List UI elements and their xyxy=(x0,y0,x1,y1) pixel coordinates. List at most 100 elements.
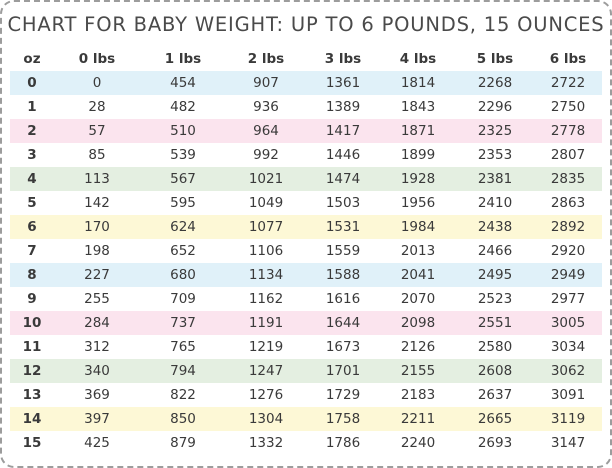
grams-cell: 1984 xyxy=(400,219,436,235)
grams-cell: 2013 xyxy=(400,243,436,259)
grams-cell: 992 xyxy=(253,147,279,163)
ounce-cell: 7 xyxy=(27,243,37,259)
ounce-cell: 13 xyxy=(22,387,42,403)
header-0-lbs: 0 lbs xyxy=(78,51,116,67)
grams-cell: 2580 xyxy=(477,339,513,355)
grams-cell: 1276 xyxy=(248,387,284,403)
grams-cell: 936 xyxy=(253,99,279,115)
grams-cell: 2722 xyxy=(550,75,586,91)
grams-cell: 539 xyxy=(170,147,196,163)
header-4-lbs: 4 lbs xyxy=(399,51,437,67)
grams-cell: 2637 xyxy=(477,387,513,403)
grams-cell: 2353 xyxy=(477,147,513,163)
ounce-cell: 2 xyxy=(27,123,37,139)
table-row: 5 142 595 1049 1503 1956 2410 2863 xyxy=(10,191,602,215)
grams-cell: 312 xyxy=(84,339,110,355)
weight-conversion-table: oz 0 lbs 1 lbs 2 lbs 3 lbs 4 lbs 5 lbs 6… xyxy=(10,47,602,455)
grams-cell: 3034 xyxy=(550,339,586,355)
grams-cell: 1758 xyxy=(325,411,361,427)
grams-cell: 2325 xyxy=(477,123,513,139)
grams-cell: 2608 xyxy=(477,363,513,379)
grams-cell: 1304 xyxy=(248,411,284,427)
grams-cell: 2807 xyxy=(550,147,586,163)
grams-cell: 1247 xyxy=(248,363,284,379)
grams-cell: 2296 xyxy=(477,99,513,115)
grams-cell: 1162 xyxy=(248,291,284,307)
header-6-lbs: 6 lbs xyxy=(549,51,587,67)
grams-cell: 1729 xyxy=(325,387,361,403)
grams-cell: 2495 xyxy=(477,267,513,283)
grams-cell: 2410 xyxy=(477,195,513,211)
grams-cell: 595 xyxy=(170,195,196,211)
grams-cell: 709 xyxy=(170,291,196,307)
grams-cell: 142 xyxy=(84,195,110,211)
grams-cell: 2835 xyxy=(550,171,586,187)
grams-cell: 28 xyxy=(88,99,106,115)
ounce-cell: 1 xyxy=(27,99,37,115)
grams-cell: 1531 xyxy=(325,219,361,235)
header-row: oz 0 lbs 1 lbs 2 lbs 3 lbs 4 lbs 5 lbs 6… xyxy=(10,47,602,71)
grams-cell: 1332 xyxy=(248,435,284,451)
grams-cell: 1701 xyxy=(325,363,361,379)
grams-cell: 3062 xyxy=(550,363,586,379)
grams-cell: 1616 xyxy=(325,291,361,307)
grams-cell: 567 xyxy=(170,171,196,187)
table-row: 13 369 822 1276 1729 2183 2637 3091 xyxy=(10,383,602,407)
grams-cell: 2892 xyxy=(550,219,586,235)
grams-cell: 3119 xyxy=(550,411,586,427)
grams-cell: 1106 xyxy=(248,243,284,259)
ounce-cell: 5 xyxy=(27,195,37,211)
grams-cell: 1956 xyxy=(400,195,436,211)
header-1-lbs: 1 lbs xyxy=(164,51,202,67)
ounce-cell: 6 xyxy=(27,219,37,235)
grams-cell: 2070 xyxy=(400,291,436,307)
table-body: 0 0 454 907 1361 1814 2268 2722 1 28 482 936 1389 184… xyxy=(10,71,602,455)
table-row: 9 255 709 1162 1616 2070 2523 2977 xyxy=(10,287,602,311)
table-row: 3 85 539 992 1446 1899 2353 2807 xyxy=(10,143,602,167)
grams-cell: 2041 xyxy=(400,267,436,283)
grams-cell: 2523 xyxy=(477,291,513,307)
grams-cell: 850 xyxy=(170,411,196,427)
ounce-cell: 9 xyxy=(27,291,37,307)
grams-cell: 1417 xyxy=(325,123,361,139)
grams-cell: 624 xyxy=(170,219,196,235)
grams-cell: 2438 xyxy=(477,219,513,235)
chart-title: CHART FOR BABY WEIGHT: UP TO 6 POUNDS, 1… xyxy=(7,13,605,36)
grams-cell: 2211 xyxy=(400,411,436,427)
ounce-cell: 4 xyxy=(27,171,37,187)
grams-cell: 425 xyxy=(84,435,110,451)
grams-cell: 2920 xyxy=(550,243,586,259)
grams-cell: 2466 xyxy=(477,243,513,259)
grams-cell: 1871 xyxy=(400,123,436,139)
grams-cell: 1928 xyxy=(400,171,436,187)
table-row: 6 170 624 1077 1531 1984 2438 2892 xyxy=(10,215,602,239)
grams-cell: 284 xyxy=(84,315,110,331)
grams-cell: 454 xyxy=(170,75,196,91)
table-row: 8 227 680 1134 1588 2041 2495 2949 xyxy=(10,263,602,287)
table-row: 15 425 879 1332 1786 2240 2693 3147 xyxy=(10,431,602,455)
grams-cell: 765 xyxy=(170,339,196,355)
grams-cell: 1361 xyxy=(325,75,361,91)
grams-cell: 1559 xyxy=(325,243,361,259)
grams-cell: 2949 xyxy=(550,267,586,283)
grams-cell: 510 xyxy=(170,123,196,139)
grams-cell: 1191 xyxy=(248,315,284,331)
grams-cell: 198 xyxy=(84,243,110,259)
grams-cell: 737 xyxy=(170,315,196,331)
table-row: 1 28 482 936 1389 1843 2296 2750 xyxy=(10,95,602,119)
grams-cell: 2551 xyxy=(477,315,513,331)
grams-cell: 1049 xyxy=(248,195,284,211)
table-row: 11 312 765 1219 1673 2126 2580 3034 xyxy=(10,335,602,359)
ounce-cell: 8 xyxy=(27,267,37,283)
grams-cell: 3091 xyxy=(550,387,586,403)
grams-cell: 2126 xyxy=(400,339,436,355)
grams-cell: 0 xyxy=(92,75,102,91)
ounce-cell: 12 xyxy=(22,363,42,379)
grams-cell: 964 xyxy=(253,123,279,139)
grams-cell: 2098 xyxy=(400,315,436,331)
header-5-lbs: 5 lbs xyxy=(476,51,514,67)
grams-cell: 2268 xyxy=(477,75,513,91)
grams-cell: 652 xyxy=(170,243,196,259)
grams-cell: 85 xyxy=(88,147,106,163)
